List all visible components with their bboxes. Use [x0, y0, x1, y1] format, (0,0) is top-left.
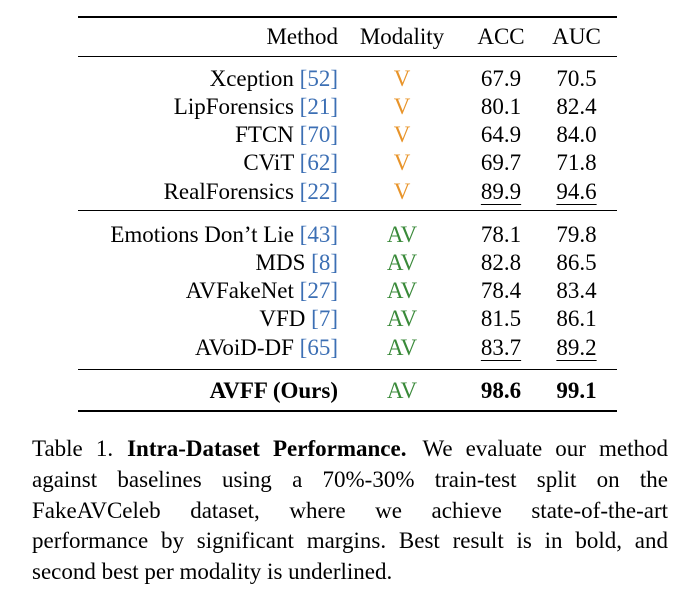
table-bottom-rule [78, 410, 617, 412]
citation-link[interactable]: [52] [299, 66, 338, 91]
modality-cell: V [393, 66, 411, 91]
method-name: RealForensics [163, 179, 294, 204]
method-cell: Xception [52] [78, 65, 338, 93]
modality-cell: AV [386, 335, 418, 360]
table-row: AVoiD-DF [65] AV 83.7 89.2 [78, 333, 617, 363]
acc-value: 98.6 [480, 378, 522, 403]
method-name: AVFF (Ours) [209, 378, 338, 403]
method-cell: VFD [7] [78, 305, 338, 333]
method-cell: FTCN [70] [78, 121, 338, 149]
citation-link[interactable]: [65] [299, 335, 338, 360]
table-header-row: Method Modality ACC AUC [78, 16, 617, 58]
auc-value: 89.2 [556, 335, 597, 360]
method-name: LipForensics [173, 94, 294, 119]
method-name: VFD [259, 306, 306, 331]
method-cell: LipForensics [21] [78, 93, 338, 121]
method-name: CViT [243, 150, 294, 175]
citation-link[interactable]: [27] [299, 278, 338, 303]
modality-cell: AV [386, 222, 418, 247]
modality-cell: AV [386, 250, 418, 275]
caption-label: Table 1. [32, 436, 114, 461]
citation-link[interactable]: [70] [299, 122, 338, 147]
table-row: AVFakeNet [27] AV 78.4 83.4 [78, 277, 617, 305]
citation-link[interactable]: [7] [311, 306, 338, 331]
modality-cell: V [393, 179, 411, 204]
table-row: VFD [7] AV 81.5 86.1 [78, 305, 617, 333]
modality-cell: V [393, 122, 411, 147]
citation-link[interactable]: [21] [299, 94, 338, 119]
method-name: MDS [255, 250, 306, 275]
acc-value: 80.1 [480, 94, 522, 119]
acc-value: 64.9 [480, 122, 522, 147]
results-table: Method Modality ACC AUC Xception [52] V 67… [78, 0, 617, 412]
method-name: FTCN [235, 122, 294, 147]
method-cell: Emotions Don’t Lie [43] [78, 221, 338, 249]
modality-cell: AV [386, 278, 418, 303]
table-row-ours: AVFF (Ours) AV 98.6 99.1 [78, 370, 617, 412]
auc-value: 82.4 [556, 94, 597, 119]
acc-value: 67.9 [480, 66, 522, 91]
caption-title: Intra-Dataset Performance. [127, 436, 407, 461]
auc-value: 70.5 [556, 66, 597, 91]
auc-value: 83.4 [556, 278, 597, 303]
method-name: AVoiD-DF [195, 335, 294, 360]
acc-value: 83.7 [480, 335, 522, 360]
auc-value: 94.6 [556, 179, 597, 204]
citation-link[interactable]: [62] [299, 150, 338, 175]
table-row: LipForensics [21] V 80.1 82.4 [78, 93, 617, 121]
citation-link[interactable]: [22] [299, 179, 338, 204]
method-cell: MDS [8] [78, 249, 338, 277]
method-name: Emotions Don’t Lie [110, 222, 294, 247]
acc-value: 78.1 [480, 222, 522, 247]
header-method: Method [266, 24, 338, 49]
table-row: RealForensics [22] V 89.9 94.6 [78, 177, 617, 207]
table-row: CViT [62] V 69.7 71.8 [78, 149, 617, 177]
caption-text: We evaluate our method against baselines… [32, 436, 668, 585]
modality-cell: V [393, 150, 411, 175]
acc-value: 81.5 [480, 306, 522, 331]
audio-visual-methods-group: Emotions Don’t Lie [43] AV 78.1 79.8 MDS [8]… [78, 213, 617, 370]
acc-value: 78.4 [480, 278, 522, 303]
header-acc: ACC [477, 24, 525, 49]
ours-divider-rule [78, 369, 617, 370]
method-cell: CViT [62] [78, 149, 338, 177]
method-cell: RealForensics [22] [78, 177, 338, 207]
auc-value: 86.1 [556, 306, 597, 331]
method-cell: AVoiD-DF [65] [78, 333, 338, 363]
table-row: MDS [8] AV 82.8 86.5 [78, 249, 617, 277]
auc-value: 86.5 [556, 250, 597, 275]
method-name: Xception [209, 66, 294, 91]
group-divider-rule [78, 210, 617, 211]
modality-cell: AV [386, 378, 418, 403]
table-caption: Table 1. Intra-Dataset Performance. We eva… [32, 434, 668, 588]
citation-link[interactable]: [8] [311, 250, 338, 275]
table-row: Emotions Don’t Lie [43] AV 78.1 79.8 [78, 221, 617, 249]
auc-value: 84.0 [556, 122, 597, 147]
table-top-rule [78, 16, 617, 18]
video-methods-group: Xception [52] V 67.9 70.5 LipForensics [21] V… [78, 58, 617, 213]
modality-cell: V [393, 94, 411, 119]
acc-value: 82.8 [480, 250, 522, 275]
header-rule [78, 56, 617, 57]
auc-value: 71.8 [556, 150, 597, 175]
auc-value: 79.8 [556, 222, 597, 247]
header-auc: AUC [552, 24, 601, 49]
method-cell: AVFakeNet [27] [78, 277, 338, 305]
table-row: FTCN [70] V 64.9 84.0 [78, 121, 617, 149]
modality-cell: AV [386, 306, 418, 331]
header-modality: Modality [359, 24, 445, 49]
auc-value: 99.1 [556, 378, 597, 403]
citation-link[interactable]: [43] [299, 222, 338, 247]
acc-value: 89.9 [480, 179, 522, 204]
method-name: AVFakeNet [185, 278, 294, 303]
acc-value: 69.7 [480, 150, 522, 175]
table-row: Xception [52] V 67.9 70.5 [78, 65, 617, 93]
